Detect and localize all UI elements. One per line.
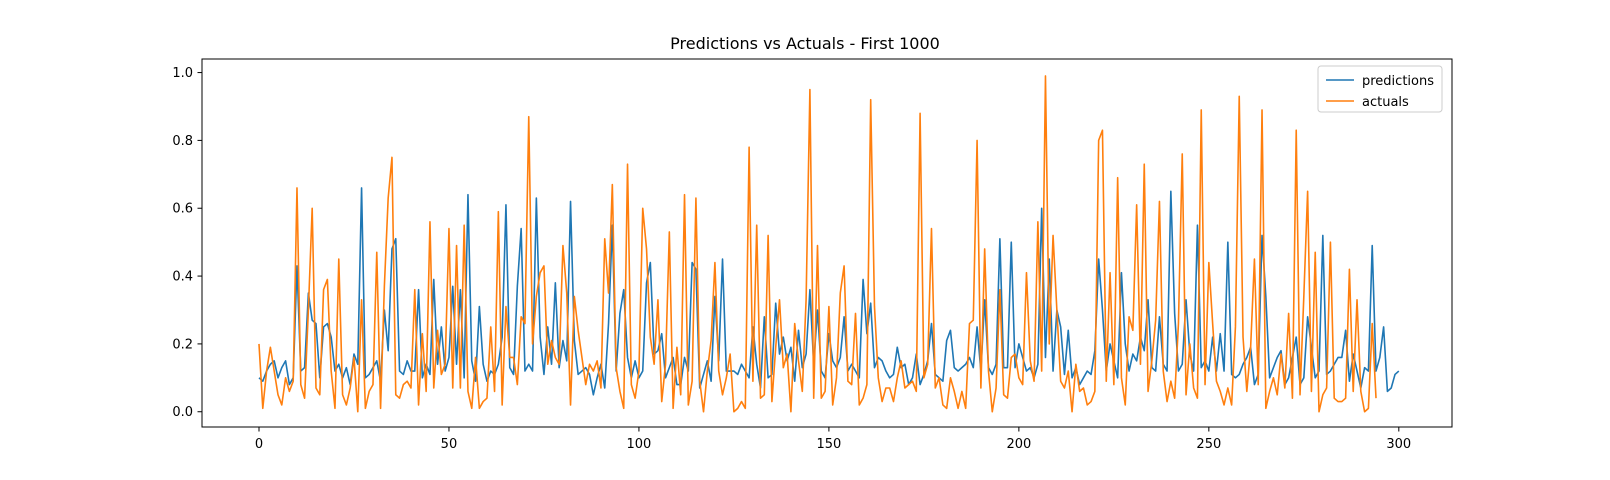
x-tick-label: 150 <box>816 437 841 452</box>
y-tick-label: 0.6 <box>172 202 193 217</box>
y-tick-label: 0.4 <box>172 270 193 285</box>
y-tick-label: 1.0 <box>172 66 193 81</box>
plot-area <box>258 75 1400 413</box>
x-tick-label: 200 <box>1006 437 1031 452</box>
series-line-predictions <box>258 187 1400 396</box>
x-tick-label: 100 <box>627 437 652 452</box>
legend: predictions actuals <box>1317 65 1443 113</box>
legend-label-actuals: actuals <box>1362 95 1409 110</box>
y-tick-label: 0.2 <box>172 337 193 352</box>
axes-frame <box>201 58 1453 428</box>
x-tick-label: 300 <box>1386 437 1411 452</box>
axes: 0 50 100 150 200 250 300 0.0 0.2 0.4 0.6 0.8 1.0 <box>172 58 1453 452</box>
x-tick-label: 250 <box>1196 437 1221 452</box>
series-line-actuals <box>258 75 1377 413</box>
y-tick-label: 0.0 <box>172 405 193 420</box>
y-tick-label: 0.8 <box>172 134 193 149</box>
x-tick-label: 50 <box>441 437 458 452</box>
legend-label-predictions: predictions <box>1362 74 1434 89</box>
x-tick-label: 0 <box>255 437 263 452</box>
chart-title: Predictions vs Actuals - First 1000 <box>670 34 940 53</box>
